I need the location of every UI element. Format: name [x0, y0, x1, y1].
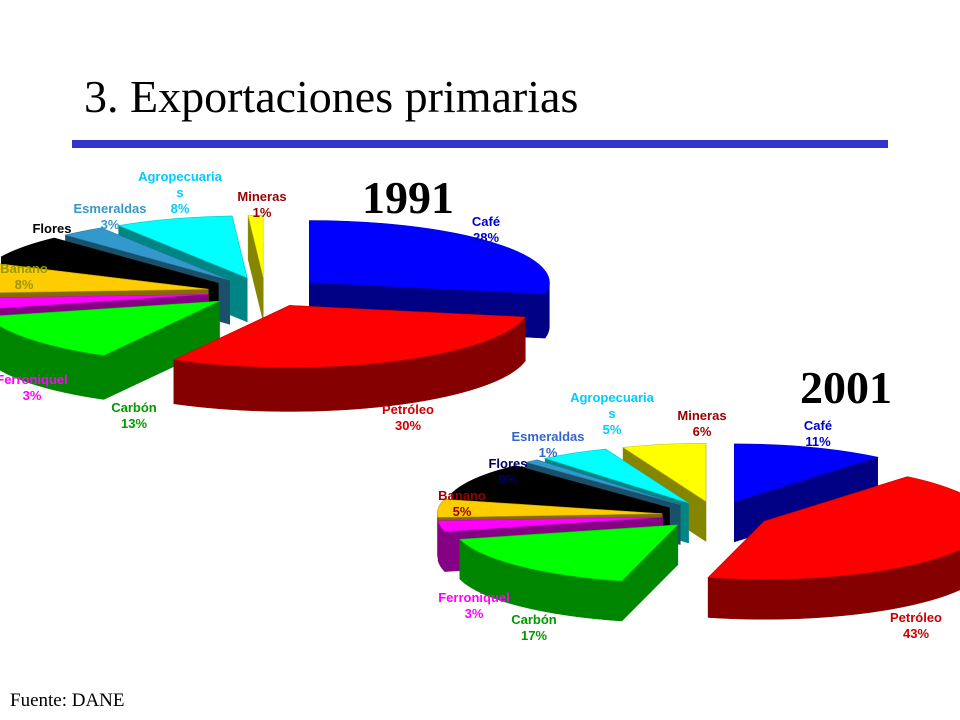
data-label-line: 9% — [499, 472, 518, 487]
data-label-line: Flores — [32, 221, 71, 236]
data-label-ferroniquel: Ferroniquel 3% — [438, 590, 510, 621]
pie-slice-mineras — [247, 214, 264, 278]
data-label-line: 43% — [903, 626, 929, 641]
pie-slice-carbon — [459, 524, 679, 582]
data-label-carbon: Carbón 17% — [511, 612, 557, 643]
pie-slice-carbon — [0, 300, 220, 356]
data-label-esmeraldas: Esmeraldas 1% — [512, 429, 585, 460]
data-label-line: Café — [472, 214, 500, 229]
data-label-mineras: Mineras 1% — [237, 189, 286, 220]
pie-slice-cafe — [733, 443, 879, 503]
pie-slice-agropecuarias — [543, 448, 689, 504]
data-label-petroleo: Petróleo 30% — [382, 402, 434, 433]
data-label-line: s — [176, 185, 183, 200]
data-label-carbon: Carbón 13% — [111, 400, 157, 431]
pie-slice-agropecuarias — [117, 215, 248, 279]
pie-slice-flores — [450, 465, 670, 509]
data-label-line: Mineras — [237, 189, 286, 204]
pie-labels: Café 28%Petróleo 30%Carbón 13%Ferroniquel 3%… — [0, 169, 500, 433]
data-label-line: Carbón — [111, 400, 157, 415]
chart-title-1991: 1991 — [362, 172, 454, 223]
pie-tops — [436, 443, 960, 582]
data-label-agropecuarias: Agropecuaria s 8% — [138, 169, 223, 216]
data-label-line: Petróleo — [382, 402, 434, 417]
data-label-line: Esmeraldas — [74, 201, 147, 216]
pie-slice-mineras — [622, 443, 707, 502]
data-label-mineras: Mineras 6% — [677, 408, 726, 439]
pie-slice-banano — [436, 498, 663, 518]
pie-labels: Café 11%Petróleo 43%Carbón 17%Ferroniquel 3%… — [438, 390, 942, 643]
pie-slice-banano — [0, 263, 209, 293]
source-note: Fuente: DANE — [10, 690, 125, 711]
pie-slice-petroleo — [707, 476, 960, 580]
data-label-agropecuarias: Agropecuaria s 5% — [570, 390, 655, 437]
data-label-line: Ferroniquel — [438, 590, 510, 605]
data-label-line: Agropecuaria — [138, 169, 223, 184]
data-label-banano: Banano 5% — [438, 488, 486, 519]
pie-slice-petroleo — [172, 305, 526, 368]
pie-slice-cafe — [309, 220, 550, 295]
data-label-line: 6% — [43, 237, 62, 252]
data-label-line: 13% — [121, 416, 147, 431]
data-label-line: Café — [804, 418, 832, 433]
data-label-cafe: Café 11% — [804, 418, 832, 449]
data-label-line: Petróleo — [890, 610, 942, 625]
data-label-banano: Banano 8% — [0, 261, 48, 292]
data-label-line: 1% — [253, 205, 272, 220]
data-label-line: Agropecuaria — [570, 390, 655, 405]
data-label-cafe: Café 28% — [472, 214, 500, 245]
data-label-esmeraldas: Esmeraldas 3% — [74, 201, 147, 232]
data-label-line: Banano — [438, 488, 486, 503]
data-label-flores: Flores 9% — [488, 456, 527, 487]
data-label-line: 17% — [521, 628, 547, 643]
pie-tops — [0, 214, 550, 368]
data-label-line: s — [608, 406, 615, 421]
data-label-flores: Flores 6% — [32, 221, 71, 252]
data-label-line: 8% — [15, 277, 34, 292]
chart-title-2001: 2001 — [800, 362, 892, 413]
data-label-line: 5% — [603, 422, 622, 437]
data-label-line: Mineras — [677, 408, 726, 423]
data-label-line: 3% — [23, 388, 42, 403]
data-label-line: Banano — [0, 261, 48, 276]
data-label-line: Ferroniquel — [0, 372, 68, 387]
data-label-line: 3% — [101, 217, 120, 232]
data-label-line: 1% — [539, 445, 558, 460]
data-label-line: 30% — [395, 418, 421, 433]
data-label-line: 8% — [171, 201, 190, 216]
pie-slice-flores — [0, 237, 219, 284]
data-label-line: Carbón — [511, 612, 557, 627]
data-label-line: 3% — [465, 606, 484, 621]
pie-slice-esmeraldas — [64, 227, 230, 281]
data-label-line: 6% — [693, 424, 712, 439]
data-label-ferroniquel: Ferroniquel 3% — [0, 372, 68, 403]
title-underline — [72, 140, 888, 148]
data-label-line: 11% — [805, 434, 831, 449]
data-label-line: 5% — [453, 504, 472, 519]
data-label-line: Flores — [488, 456, 527, 471]
data-label-line: 28% — [473, 230, 499, 245]
data-label-line: Esmeraldas — [512, 429, 585, 444]
data-label-petroleo: Petróleo 43% — [890, 610, 942, 641]
page-title: 3. Exportaciones primarias — [84, 71, 579, 122]
pie-slice-ferroniquel — [437, 516, 663, 532]
pie-slice-ferroniquel — [0, 294, 209, 309]
pie-slice-esmeraldas — [526, 459, 681, 505]
